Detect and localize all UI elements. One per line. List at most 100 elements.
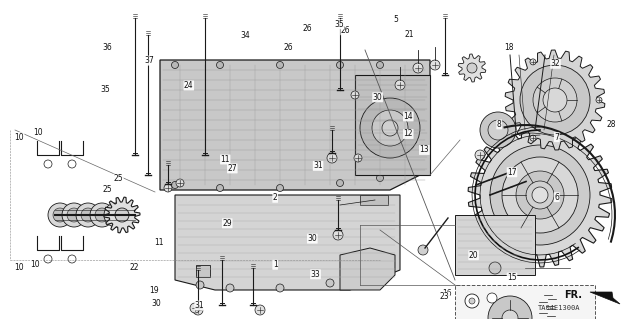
Text: 10: 10 xyxy=(30,260,40,269)
Text: 5: 5 xyxy=(393,15,398,24)
Circle shape xyxy=(115,208,129,222)
Circle shape xyxy=(520,65,590,135)
Text: TA04E1300A: TA04E1300A xyxy=(538,305,580,311)
Circle shape xyxy=(190,303,200,313)
Circle shape xyxy=(487,293,497,303)
Circle shape xyxy=(81,208,95,222)
Circle shape xyxy=(48,203,72,227)
Circle shape xyxy=(596,97,602,103)
Circle shape xyxy=(526,181,554,209)
Polygon shape xyxy=(468,123,612,267)
Polygon shape xyxy=(340,248,395,290)
Circle shape xyxy=(489,262,501,274)
Bar xyxy=(196,265,210,277)
Circle shape xyxy=(490,145,590,245)
Text: 10: 10 xyxy=(14,263,24,272)
Text: 32: 32 xyxy=(550,59,561,68)
Circle shape xyxy=(172,62,179,69)
Circle shape xyxy=(76,203,100,227)
Circle shape xyxy=(530,59,536,65)
Circle shape xyxy=(193,305,203,315)
Circle shape xyxy=(502,310,518,319)
Text: 26: 26 xyxy=(302,24,312,33)
Circle shape xyxy=(104,203,128,227)
Text: 20: 20 xyxy=(468,251,479,260)
Circle shape xyxy=(488,120,508,140)
Text: 25: 25 xyxy=(102,185,113,194)
Circle shape xyxy=(530,135,536,141)
Circle shape xyxy=(176,179,184,187)
Text: 31: 31 xyxy=(195,301,205,310)
Polygon shape xyxy=(458,54,486,82)
Polygon shape xyxy=(590,292,620,304)
Circle shape xyxy=(164,184,172,192)
Circle shape xyxy=(68,255,76,263)
Circle shape xyxy=(488,296,532,319)
Circle shape xyxy=(67,208,81,222)
Text: 28: 28 xyxy=(607,120,616,129)
Circle shape xyxy=(327,153,337,163)
Text: 35: 35 xyxy=(334,20,344,29)
Circle shape xyxy=(475,150,485,160)
Text: 30: 30 xyxy=(372,93,383,102)
Circle shape xyxy=(53,208,67,222)
Circle shape xyxy=(337,62,344,69)
Text: 18: 18 xyxy=(504,43,513,52)
Text: 31: 31 xyxy=(313,161,323,170)
Text: 8: 8 xyxy=(497,120,502,129)
Circle shape xyxy=(356,279,364,287)
Circle shape xyxy=(326,279,334,287)
Text: 11: 11 xyxy=(154,238,163,247)
Circle shape xyxy=(467,63,477,73)
Circle shape xyxy=(276,284,284,292)
Polygon shape xyxy=(175,195,400,290)
Circle shape xyxy=(465,294,479,308)
Circle shape xyxy=(430,60,440,70)
Text: 29: 29 xyxy=(222,219,232,228)
Circle shape xyxy=(480,112,516,148)
Circle shape xyxy=(413,63,423,73)
Circle shape xyxy=(44,255,52,263)
Text: 14: 14 xyxy=(403,112,413,121)
Text: 1: 1 xyxy=(273,260,278,269)
Text: 19: 19 xyxy=(148,286,159,295)
Polygon shape xyxy=(355,75,430,175)
Text: 13: 13 xyxy=(419,145,429,154)
Circle shape xyxy=(418,245,428,255)
Circle shape xyxy=(502,157,578,233)
Bar xyxy=(455,285,595,319)
Polygon shape xyxy=(104,197,140,233)
Circle shape xyxy=(533,78,577,122)
Text: 37: 37 xyxy=(145,56,155,65)
Text: 22: 22 xyxy=(130,263,139,272)
Circle shape xyxy=(90,203,114,227)
Text: 25: 25 xyxy=(113,174,124,183)
Text: 36: 36 xyxy=(102,43,113,52)
Bar xyxy=(455,215,535,275)
Circle shape xyxy=(372,110,408,146)
Text: FR.: FR. xyxy=(564,290,582,300)
Circle shape xyxy=(351,91,359,99)
Circle shape xyxy=(469,298,475,304)
Text: 24: 24 xyxy=(184,81,194,90)
Circle shape xyxy=(255,305,265,315)
Circle shape xyxy=(226,284,234,292)
Circle shape xyxy=(44,160,52,168)
Circle shape xyxy=(360,98,420,158)
Text: 7: 7 xyxy=(554,133,559,142)
Circle shape xyxy=(109,208,123,222)
Circle shape xyxy=(543,88,567,112)
Text: 23: 23 xyxy=(440,292,450,301)
Circle shape xyxy=(376,174,383,182)
Text: 15: 15 xyxy=(507,273,517,282)
Circle shape xyxy=(276,184,284,191)
Text: 11: 11 xyxy=(221,155,230,164)
Text: 26: 26 xyxy=(340,26,351,35)
Circle shape xyxy=(216,62,223,69)
Circle shape xyxy=(333,230,343,240)
Circle shape xyxy=(95,208,109,222)
Text: 35: 35 xyxy=(100,85,111,94)
Text: 21: 21 xyxy=(405,30,414,39)
Text: 33: 33 xyxy=(310,270,321,279)
Circle shape xyxy=(172,182,179,189)
